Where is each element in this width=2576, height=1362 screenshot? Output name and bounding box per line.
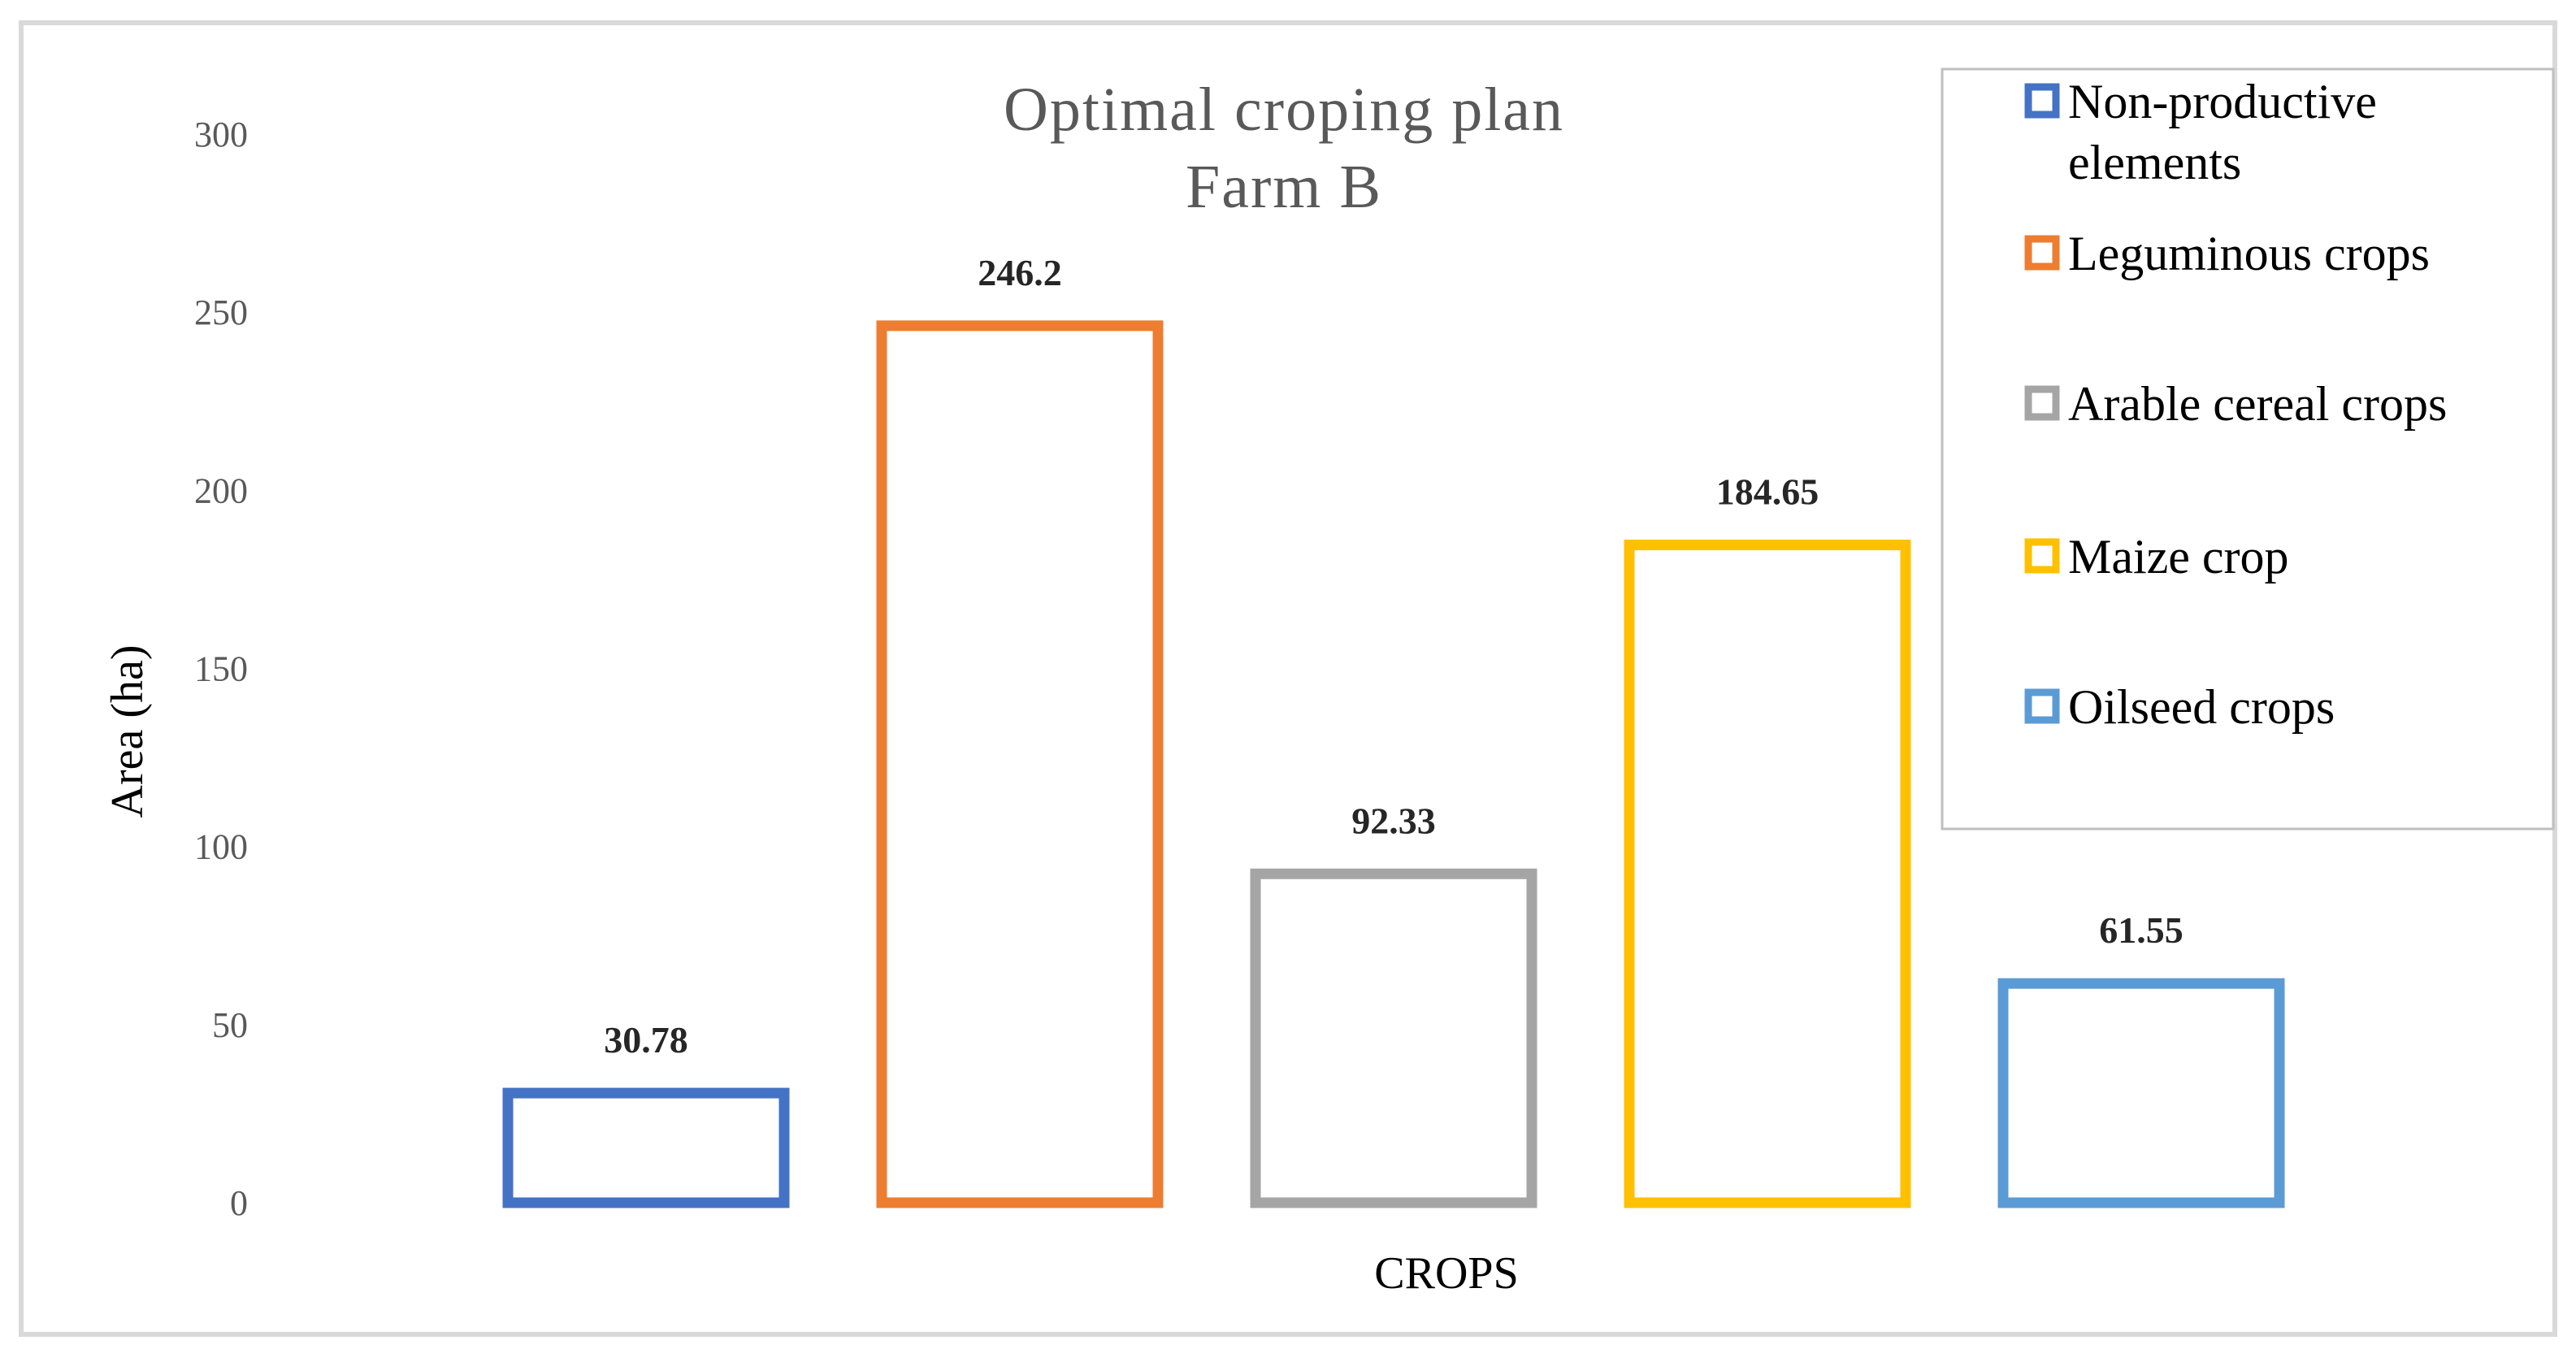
bar bbox=[1250, 868, 1537, 1208]
legend-label: Oilseed crops bbox=[2068, 680, 2335, 734]
data-label: 92.33 bbox=[1351, 800, 1436, 841]
data-label: 30.78 bbox=[604, 1019, 688, 1061]
y-axis-ticks: 0 50 100 150 200 250 300 bbox=[194, 115, 248, 1223]
bar bbox=[502, 1087, 790, 1208]
legend-label: Non-productive bbox=[2068, 75, 2377, 128]
y-tick-label: 50 bbox=[212, 1005, 248, 1045]
y-axis-title: Area (ha) bbox=[102, 645, 153, 818]
legend-label: Maize crop bbox=[2068, 530, 2289, 583]
bar bbox=[1997, 978, 2285, 1208]
legend-swatch bbox=[2024, 538, 2060, 574]
x-axis-title: CROPS bbox=[1374, 1248, 1518, 1299]
y-tick-label: 300 bbox=[194, 115, 248, 154]
bars-group: 30.78 246.2 92.33 184.65 61.55 bbox=[502, 252, 2285, 1208]
legend-label: Arable cereal crops bbox=[2068, 377, 2447, 431]
legend-label: Leguminous crops bbox=[2068, 227, 2430, 280]
data-label: 184.65 bbox=[1716, 471, 1819, 513]
bar bbox=[876, 320, 1164, 1208]
y-tick-label: 100 bbox=[194, 827, 248, 867]
legend-label: elements bbox=[2068, 136, 2241, 189]
data-label: 246.2 bbox=[978, 252, 1062, 293]
y-tick-label: 0 bbox=[230, 1183, 248, 1223]
bar bbox=[1624, 540, 1911, 1208]
y-tick-label: 150 bbox=[194, 649, 248, 689]
y-tick-label: 200 bbox=[194, 471, 248, 510]
legend: Non-productive elements Leguminous crops Ar… bbox=[2024, 75, 2447, 734]
chart-title: Optimal croping plan bbox=[1004, 76, 1564, 144]
legend-swatch bbox=[2024, 235, 2060, 271]
legend-swatch bbox=[2024, 688, 2060, 724]
legend-swatch bbox=[2024, 385, 2060, 421]
chart-subtitle: Farm B bbox=[1186, 153, 1382, 221]
y-tick-label: 250 bbox=[194, 293, 248, 332]
data-label: 61.55 bbox=[2099, 909, 2184, 951]
legend-swatch bbox=[2024, 83, 2060, 119]
